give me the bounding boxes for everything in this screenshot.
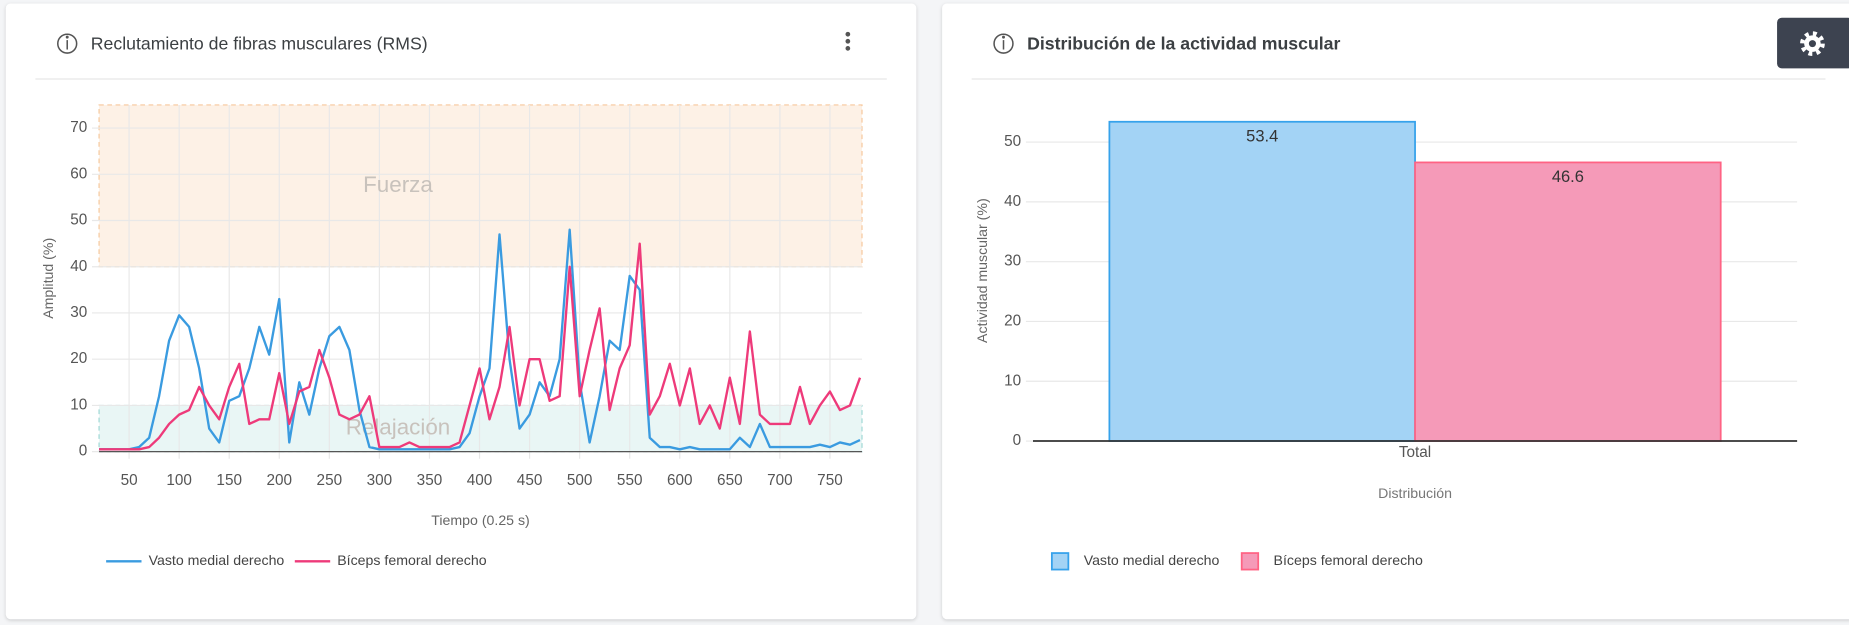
x-tick-label: 700 <box>767 472 793 489</box>
x-tick-label: 350 <box>417 472 443 489</box>
y-tick-label: 60 <box>70 165 87 182</box>
y-tick-label: 0 <box>1013 432 1022 449</box>
y-tick-label: 10 <box>1004 372 1021 389</box>
card-title: Reclutamiento de fibras musculares (RMS) <box>91 33 428 53</box>
y-axis-label: Amplitud (%) <box>40 238 56 319</box>
band <box>98 104 863 268</box>
x-tick-label: 400 <box>467 472 493 489</box>
y-tick-label: 0 <box>79 443 88 460</box>
y-tick-label: 50 <box>70 212 87 229</box>
line-series <box>99 228 861 451</box>
x-tick-label: 250 <box>317 472 343 489</box>
info-icon[interactable] <box>993 33 1014 54</box>
value-label: 53.4 <box>1246 127 1278 145</box>
line-series <box>99 242 862 451</box>
x-tick-label: 100 <box>166 472 192 489</box>
x-axis-label: Distribución <box>1378 485 1452 501</box>
legend-swatch <box>1050 552 1070 571</box>
y-tick-label: 50 <box>1004 133 1021 150</box>
value-label: 46.6 <box>1552 168 1584 186</box>
y-tick-label: 70 <box>70 119 87 136</box>
legend-label: Vasto medial derecho <box>1084 552 1220 568</box>
x-tick-label: 600 <box>667 472 693 489</box>
x-tick-label: 550 <box>617 472 643 489</box>
x-tick-label: 50 <box>121 472 138 489</box>
x-tick-label: 500 <box>567 472 593 489</box>
x-tick-label: 300 <box>367 472 393 489</box>
x-tick-label: 150 <box>216 472 242 489</box>
bar <box>1414 161 1722 442</box>
y-tick-label: 20 <box>1004 313 1021 330</box>
legend-swatch <box>1240 552 1260 571</box>
y-tick-label: 30 <box>1004 253 1021 270</box>
bar <box>1108 120 1416 442</box>
x-tick-label: 450 <box>517 472 543 489</box>
menu-button[interactable] <box>845 31 851 51</box>
settings-button[interactable] <box>1777 17 1849 69</box>
y-tick-label: 40 <box>70 258 87 275</box>
y-tick-label: 20 <box>70 350 87 367</box>
y-axis-label: Actividad muscular (%) <box>974 198 990 343</box>
x-tick-label: 750 <box>817 472 843 489</box>
card-title: Distribución de la actividad muscular <box>1027 33 1340 53</box>
y-tick-label: 10 <box>70 396 87 413</box>
x-tick-label: 200 <box>266 472 292 489</box>
legend-label: Bíceps femoral derecho <box>1274 552 1423 568</box>
y-tick-label: 40 <box>1004 193 1021 210</box>
info-icon[interactable] <box>57 33 78 54</box>
y-tick-label: 30 <box>70 304 87 321</box>
band-label: Fuerza <box>363 172 433 197</box>
x-tick-label: Total <box>1399 444 1431 461</box>
legend-label: Bíceps femoral derecho <box>337 552 486 568</box>
legend-label: Vasto medial derecho <box>149 552 285 568</box>
x-tick-label: 650 <box>717 472 743 489</box>
x-axis-label: Tiempo (0.25 s) <box>431 512 530 528</box>
